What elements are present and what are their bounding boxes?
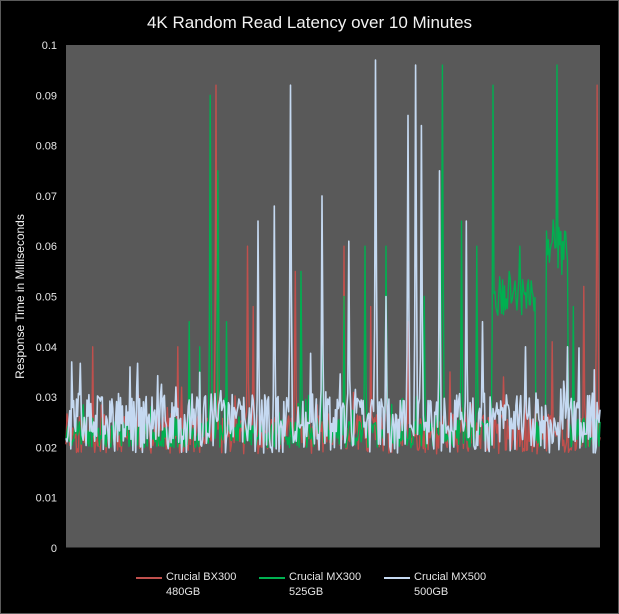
legend-label-capacity: 480GB [166, 586, 201, 598]
y-tick-label: 0.06 [36, 241, 57, 253]
legend-label-capacity: 525GB [289, 586, 324, 598]
legend-item-mx300: Crucial MX300 525GB [289, 570, 361, 600]
legend-swatch-mx300 [259, 577, 285, 579]
legend-swatch-bx300 [136, 577, 162, 579]
y-tick-label: 0.01 [36, 493, 57, 505]
legend-label: Crucial MX300 [289, 571, 362, 583]
legend-item-mx500: Crucial MX500 500GB [414, 570, 486, 600]
legend-item-bx300: Crucial BX300 480GB [166, 570, 236, 600]
y-tick-label: 0.07 [36, 191, 57, 203]
y-tick-label: 0.08 [36, 141, 57, 153]
y-tick-label: 0.09 [36, 90, 57, 102]
legend-label: Crucial BX300 [166, 571, 237, 583]
series-lines [65, 59, 601, 455]
legend-label: Crucial MX500 [414, 571, 487, 583]
legend-label-capacity: 500GB [414, 586, 449, 598]
y-tick-label: 0.04 [36, 342, 57, 354]
legend: Crucial BX300 480GB Crucial MX300 525GB … [0, 570, 619, 606]
plot-area [66, 45, 600, 548]
y-tick-label: 0 [51, 543, 57, 555]
legend-swatch-mx500 [384, 577, 410, 579]
y-tick-label: 0.05 [36, 292, 57, 304]
y-tick-label: 0.02 [36, 442, 57, 454]
y-tick-label: 0.03 [36, 392, 57, 404]
y-axis-label: Response Time in Milliseconds [13, 214, 27, 379]
chart-title: 4K Random Read Latency over 10 Minutes [146, 13, 473, 32]
series-line-crucial-mx500 [65, 59, 601, 454]
y-tick-label: 0.1 [42, 40, 57, 52]
y-axis-ticks: 0 0.01 0.02 0.03 0.04 0.05 0.06 0.07 0.08 0.09 0.1 [36, 40, 57, 555]
